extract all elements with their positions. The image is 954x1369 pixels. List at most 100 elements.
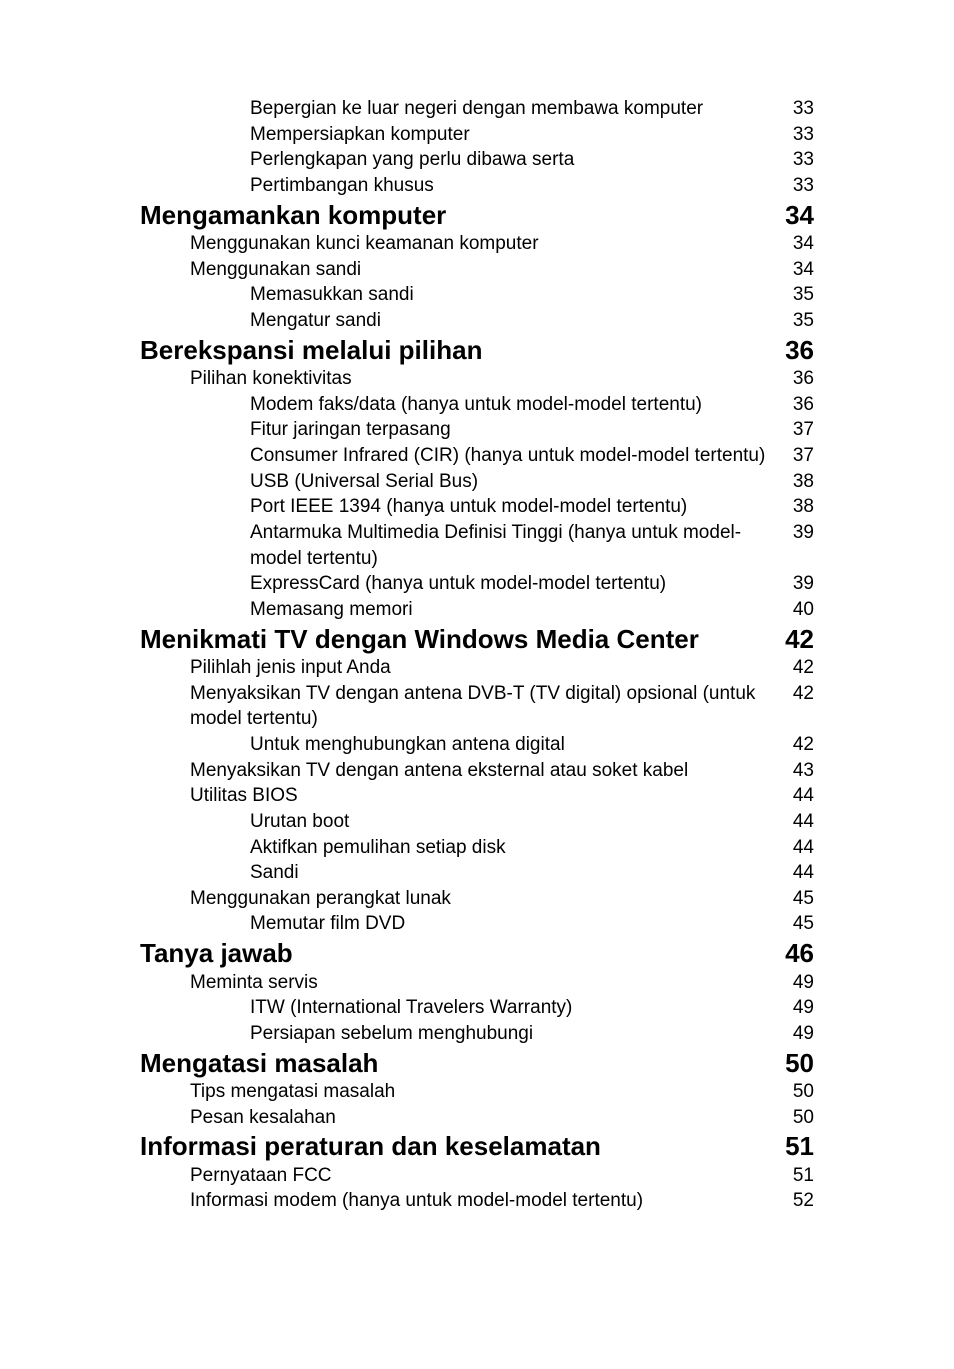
toc-title: Aktifkan pemulihan setiap disk [140,835,778,861]
toc-page: 46 [778,938,814,969]
toc-page: 40 [778,599,814,621]
toc-title: Fitur jaringan terpasang [140,417,778,443]
toc-title: Mengatur sandi [140,308,778,334]
toc-title: Sandi [140,860,778,886]
toc-entry: Modem faks/data (hanya untuk model-model… [140,392,814,418]
toc-entry: Untuk menghubungkan antena digital 42 [140,732,814,758]
toc-entry: Pesan kesalahan 50 [140,1105,814,1131]
toc-page: 35 [778,310,814,332]
toc-page: 45 [778,888,814,910]
toc-title: Tips mengatasi masalah [140,1079,778,1105]
toc-page: 37 [778,445,814,467]
toc-page: 49 [778,972,814,994]
toc-title: Mengamankan komputer [140,199,778,232]
toc-title: Consumer Infrared (CIR) (hanya untuk mod… [140,443,778,469]
toc-title: Urutan boot [140,809,778,835]
toc-entry: Mengatur sandi 35 [140,308,814,334]
toc-entry: Memasang memori 40 [140,597,814,623]
toc-entry: Consumer Infrared (CIR) (hanya untuk mod… [140,443,814,469]
toc-page: 42 [778,657,814,679]
toc-title: Memasukkan sandi [140,282,778,308]
toc-title: Perlengkapan yang perlu dibawa serta [140,147,778,173]
toc-title: ExpressCard (hanya untuk model-model ter… [140,571,778,597]
toc-entry: Utilitas BIOS 44 [140,783,814,809]
toc-title: Menggunakan sandi [140,257,778,283]
toc-entry: Meminta servis 49 [140,970,814,996]
toc-page: 43 [778,760,814,782]
toc-title: Pertimbangan khusus [140,173,778,199]
toc-title: Utilitas BIOS [140,783,778,809]
toc-title: Pilihan konektivitas [140,366,778,392]
toc-entry: Port IEEE 1394 (hanya untuk model-model … [140,494,814,520]
toc-page: 38 [778,496,814,518]
toc-entry: Mengamankan komputer 34 [140,199,814,232]
toc-title: Tanya jawab [140,937,778,970]
toc-page: 36 [778,368,814,390]
toc-title: Menikmati TV dengan Windows Media Center [140,623,778,656]
toc-entry: Perlengkapan yang perlu dibawa serta 33 [140,147,814,173]
toc-title: Informasi peraturan dan keselamatan [140,1130,778,1163]
table-of-contents: Bepergian ke luar negeri dengan membawa … [140,96,814,1214]
toc-title: Menyaksikan TV dengan antena DVB-T (TV d… [140,681,778,732]
toc-page: 50 [778,1081,814,1103]
toc-title: Antarmuka Multimedia Definisi Tinggi (ha… [140,520,778,571]
toc-title: Mengatasi masalah [140,1047,778,1080]
toc-entry: Menyaksikan TV dengan antena DVB-T (TV d… [140,681,814,732]
toc-page: 33 [778,149,814,171]
toc-page: 38 [778,471,814,493]
toc-title: Untuk menghubungkan antena digital [140,732,778,758]
toc-title: ITW (International Travelers Warranty) [140,995,778,1021]
toc-entry: Fitur jaringan terpasang 37 [140,417,814,443]
toc-entry: Aktifkan pemulihan setiap disk 44 [140,835,814,861]
toc-page: 33 [778,124,814,146]
toc-title: Pernyataan FCC [140,1163,778,1189]
toc-page: 39 [778,522,814,544]
toc-entry: Menggunakan perangkat lunak 45 [140,886,814,912]
toc-page: 42 [778,734,814,756]
toc-entry: Pertimbangan khusus 33 [140,173,814,199]
toc-title: Modem faks/data (hanya untuk model-model… [140,392,778,418]
toc-entry: Persiapan sebelum menghubungi 49 [140,1021,814,1047]
toc-page: 51 [778,1131,814,1162]
toc-page: 33 [778,98,814,120]
toc-entry: Pilihan konektivitas 36 [140,366,814,392]
toc-page: 37 [778,419,814,441]
toc-title: Pesan kesalahan [140,1105,778,1131]
toc-page: 49 [778,1023,814,1045]
toc-title: Mempersiapkan komputer [140,122,778,148]
toc-entry: Menikmati TV dengan Windows Media Center… [140,623,814,656]
toc-entry: Mempersiapkan komputer 33 [140,122,814,148]
toc-title: Menyaksikan TV dengan antena eksternal a… [140,758,778,784]
toc-entry: Sandi 44 [140,860,814,886]
toc-entry: Antarmuka Multimedia Definisi Tinggi (ha… [140,520,814,571]
toc-page: 39 [778,573,814,595]
toc-entry: Pernyataan FCC 51 [140,1163,814,1189]
toc-entry: Mengatasi masalah 50 [140,1047,814,1080]
toc-page: 36 [778,394,814,416]
toc-title: Port IEEE 1394 (hanya untuk model-model … [140,494,778,520]
toc-entry: Pilihlah jenis input Anda 42 [140,655,814,681]
toc-title: Meminta servis [140,970,778,996]
toc-title: Memasang memori [140,597,778,623]
toc-title: Persiapan sebelum menghubungi [140,1021,778,1047]
toc-title: Pilihlah jenis input Anda [140,655,778,681]
toc-page: 49 [778,997,814,1019]
toc-entry: Berekspansi melalui pilihan 36 [140,334,814,367]
toc-page: 44 [778,837,814,859]
toc-page: 35 [778,284,814,306]
toc-entry: ExpressCard (hanya untuk model-model ter… [140,571,814,597]
toc-entry: Informasi modem (hanya untuk model-model… [140,1188,814,1214]
toc-page: 34 [778,200,814,231]
toc-title: Informasi modem (hanya untuk model-model… [140,1188,778,1214]
toc-title: Menggunakan perangkat lunak [140,886,778,912]
toc-page: 44 [778,862,814,884]
toc-page: 50 [778,1048,814,1079]
toc-entry: Bepergian ke luar negeri dengan membawa … [140,96,814,122]
toc-entry: Menggunakan sandi 34 [140,257,814,283]
toc-entry: USB (Universal Serial Bus) 38 [140,469,814,495]
toc-page: 52 [778,1190,814,1212]
toc-title: Menggunakan kunci keamanan komputer [140,231,778,257]
toc-page: 50 [778,1107,814,1129]
toc-page: 34 [778,259,814,281]
toc-entry: Urutan boot 44 [140,809,814,835]
